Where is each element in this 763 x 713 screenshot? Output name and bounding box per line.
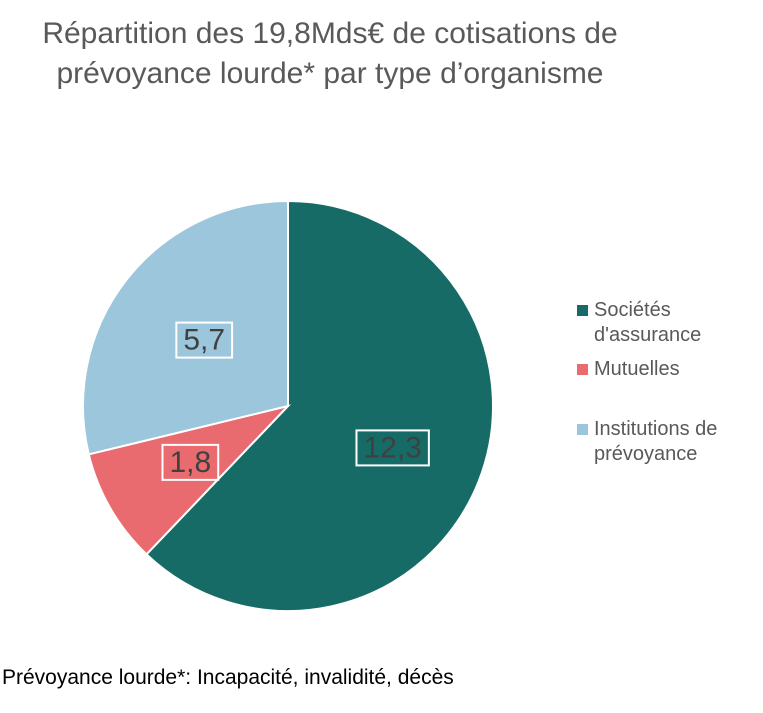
- legend-item-institutions: Institutions de prévoyance: [577, 417, 744, 467]
- pie-slice-institutions: [82, 199, 289, 456]
- legend-swatch-mutuelles: [577, 364, 588, 375]
- legend-label-institutions: Institutions de prévoyance: [594, 418, 718, 465]
- legend-label-mutuelles: Mutuelles: [594, 358, 680, 380]
- pie-label-institutions: 5,7: [183, 324, 225, 357]
- pie-label-societes: 12,3: [363, 431, 421, 464]
- pie-data-labels: 12,3 1,8 5,7: [161, 321, 430, 481]
- legend-swatch-societes: [577, 305, 588, 316]
- chart-title: Répartition des 19,8Mds€ de cotisations …: [0, 14, 660, 94]
- pie-slice-societes: [145, 199, 494, 612]
- legend-item-mutuelles: Mutuelles: [577, 357, 744, 382]
- pie-slices: [82, 199, 494, 612]
- legend-label-societes: Sociétés d'assurance: [594, 299, 702, 346]
- chart-title-line-2: prévoyance lourde* par type d’organisme: [56, 57, 604, 90]
- legend-item-societes: Sociétés d'assurance: [577, 298, 744, 348]
- pie-label-box-institutions: [175, 321, 234, 359]
- pie-label-box-mutuelles: [161, 443, 220, 481]
- chart-title-line-1: Répartition des 19,8Mds€ de cotisations …: [42, 17, 618, 50]
- legend-swatch-institutions: [577, 424, 588, 435]
- pie-label-mutuelles: 1,8: [169, 446, 211, 479]
- pie-label-box-societes: [355, 429, 430, 467]
- footnote: Prévoyance lourde*: Incapacité, invalidi…: [2, 666, 454, 689]
